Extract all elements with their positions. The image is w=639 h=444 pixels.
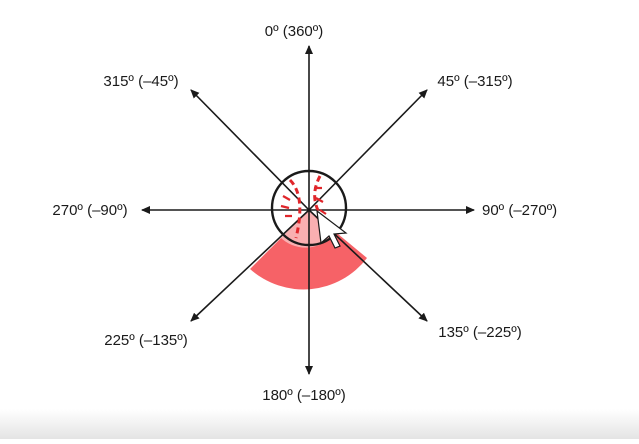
arrow-southwest (190, 209, 310, 322)
label-northwest: 315º (–45º) (103, 73, 178, 90)
label-east: 90º (–270º) (482, 202, 557, 219)
arrow-northeast (308, 89, 428, 211)
highlight-sector-inner (280, 210, 332, 248)
label-southwest: 225º (–135º) (104, 332, 188, 349)
baseball-icon (270, 169, 348, 247)
label-southeast: 135º (–225º) (438, 324, 522, 341)
mouse-cursor-icon (316, 209, 348, 249)
label-northeast: 45º (–315º) (437, 73, 512, 90)
label-north: 0º (360º) (265, 23, 323, 40)
arrow-northwest (190, 89, 310, 211)
label-south: 180º (–180º) (262, 387, 346, 404)
label-west: 270º (–90º) (52, 202, 127, 219)
bottom-fade-bar (0, 409, 639, 439)
